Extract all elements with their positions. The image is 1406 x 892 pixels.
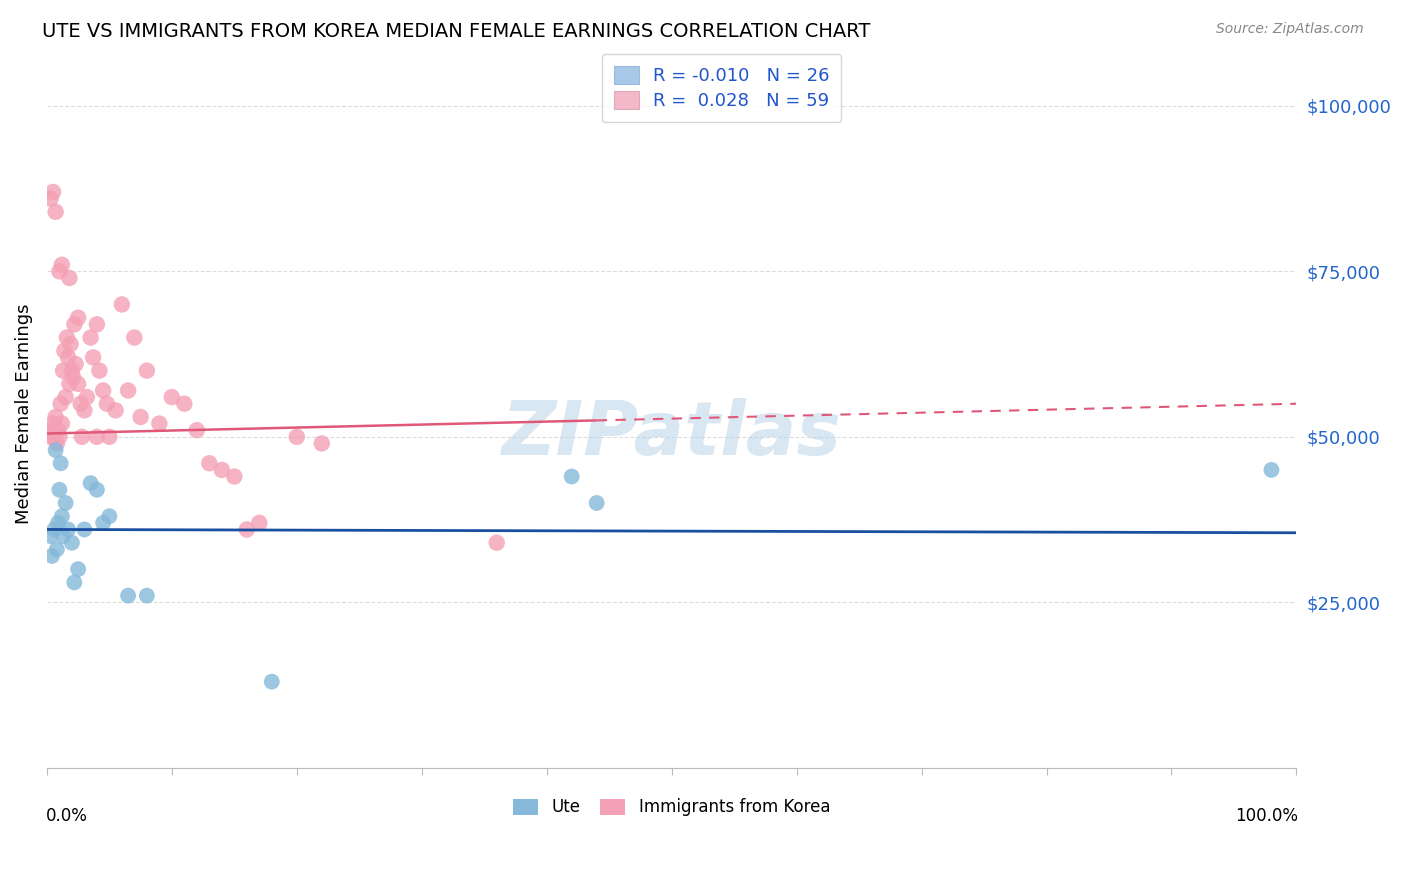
Point <box>198 456 221 470</box>
Point <box>51 509 73 524</box>
Point <box>42 185 65 199</box>
Text: ZIPatlas: ZIPatlas <box>502 399 842 471</box>
Point <box>44 523 66 537</box>
Point <box>67 310 90 325</box>
Point <box>45 409 67 424</box>
Point <box>117 384 139 398</box>
Point <box>52 529 75 543</box>
Point <box>51 417 73 431</box>
Legend: Ute, Immigrants from Korea: Ute, Immigrants from Korea <box>506 792 837 823</box>
Point <box>247 516 270 530</box>
Point <box>56 330 79 344</box>
Point <box>86 430 108 444</box>
Point <box>60 364 83 378</box>
Point <box>70 430 93 444</box>
Point <box>585 496 607 510</box>
Point <box>91 516 114 530</box>
Point <box>58 376 80 391</box>
Point <box>45 204 67 219</box>
Text: UTE VS IMMIGRANTS FROM KOREA MEDIAN FEMALE EARNINGS CORRELATION CHART: UTE VS IMMIGRANTS FROM KOREA MEDIAN FEMA… <box>42 22 870 41</box>
Point <box>260 674 283 689</box>
Point <box>69 397 91 411</box>
Point <box>236 523 259 537</box>
Point <box>46 516 69 530</box>
Point <box>561 469 583 483</box>
Point <box>39 430 62 444</box>
Text: 0.0%: 0.0% <box>45 806 87 824</box>
Point <box>41 549 63 563</box>
Point <box>160 390 183 404</box>
Point <box>148 417 170 431</box>
Point <box>49 456 72 470</box>
Point <box>1260 463 1282 477</box>
Point <box>62 370 84 384</box>
Point <box>79 476 101 491</box>
Point <box>98 430 121 444</box>
Point <box>67 376 90 391</box>
Point <box>56 523 79 537</box>
Point <box>285 430 308 444</box>
Point <box>129 409 152 424</box>
Point <box>48 430 70 444</box>
Point <box>73 403 96 417</box>
Point <box>89 364 111 378</box>
Y-axis label: Median Female Earnings: Median Female Earnings <box>15 303 32 524</box>
Point <box>42 417 65 431</box>
Point <box>46 423 69 437</box>
Point <box>45 436 67 450</box>
Point <box>67 562 90 576</box>
Point <box>485 535 508 549</box>
Point <box>86 483 108 497</box>
Point <box>52 364 75 378</box>
Point <box>51 258 73 272</box>
Point <box>39 192 62 206</box>
Point <box>59 337 82 351</box>
Point <box>98 509 121 524</box>
Point <box>63 318 86 332</box>
Point <box>135 589 157 603</box>
Point <box>63 575 86 590</box>
Point <box>48 264 70 278</box>
Point <box>39 529 62 543</box>
Point <box>76 390 98 404</box>
Point <box>135 364 157 378</box>
Point <box>53 343 76 358</box>
Point <box>82 351 104 365</box>
Point <box>173 397 195 411</box>
Point <box>60 535 83 549</box>
Point <box>55 496 77 510</box>
Point <box>58 271 80 285</box>
Point <box>117 589 139 603</box>
Point <box>45 542 67 557</box>
Point <box>65 357 87 371</box>
Point <box>104 403 127 417</box>
Point <box>73 523 96 537</box>
Point <box>124 330 146 344</box>
Point <box>56 351 79 365</box>
Text: Source: ZipAtlas.com: Source: ZipAtlas.com <box>1216 22 1364 37</box>
Point <box>79 330 101 344</box>
Point <box>186 423 208 437</box>
Point <box>311 436 333 450</box>
Point <box>55 390 77 404</box>
Point <box>45 443 67 458</box>
Point <box>48 483 70 497</box>
Point <box>49 397 72 411</box>
Point <box>96 397 118 411</box>
Point <box>86 318 108 332</box>
Point <box>211 463 233 477</box>
Point <box>111 297 134 311</box>
Point <box>41 423 63 437</box>
Point <box>224 469 246 483</box>
Text: 100.0%: 100.0% <box>1234 806 1298 824</box>
Point <box>44 430 66 444</box>
Point <box>91 384 114 398</box>
